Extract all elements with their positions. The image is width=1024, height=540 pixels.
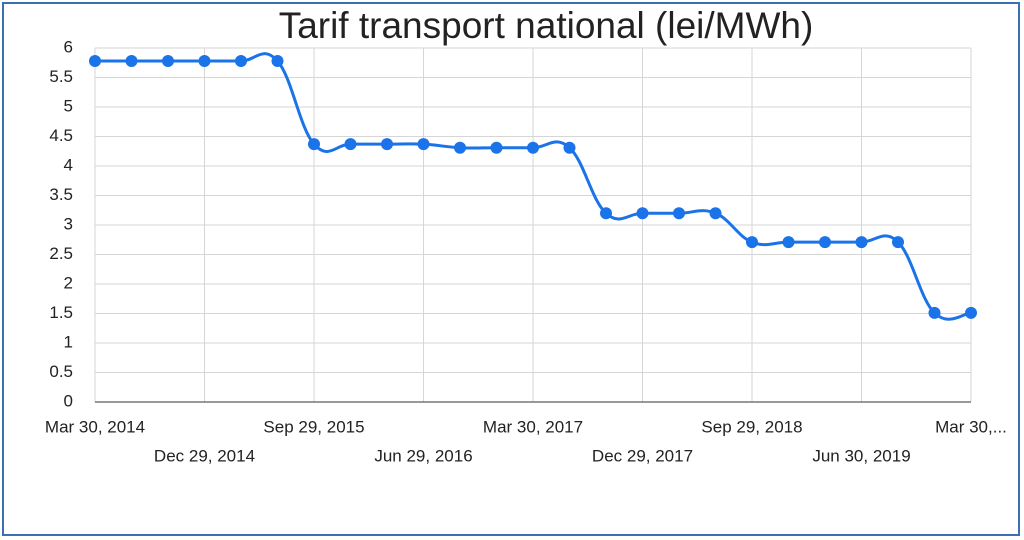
point xyxy=(928,306,941,319)
y-tick-label: 5.5 xyxy=(49,67,73,86)
y-tick-label: 4.5 xyxy=(49,126,73,145)
point xyxy=(600,207,612,220)
point xyxy=(746,236,758,249)
point xyxy=(892,236,904,249)
x-tick-label: Mar 30, 2017 xyxy=(483,417,583,436)
point xyxy=(235,54,247,67)
x-tick-label: Mar 30,... xyxy=(935,417,1007,436)
point xyxy=(162,54,174,67)
x-tick-label: Dec 29, 2014 xyxy=(154,446,255,465)
point xyxy=(381,138,393,151)
x-tick-label: Mar 30, 2014 xyxy=(45,417,145,436)
x-tick-label: Sep 29, 2018 xyxy=(701,417,802,436)
point xyxy=(344,138,357,151)
point xyxy=(782,236,795,249)
point xyxy=(125,54,138,67)
point xyxy=(308,138,320,151)
point xyxy=(563,141,576,154)
x-tick-label: Jun 30, 2019 xyxy=(812,446,910,465)
y-tick-label: 3 xyxy=(64,214,73,233)
point xyxy=(527,141,539,154)
y-tick-label: 3.5 xyxy=(49,185,73,204)
y-tick-label: 0 xyxy=(64,391,73,410)
point xyxy=(417,138,430,151)
x-tick-label: Sep 29, 2015 xyxy=(263,417,364,436)
point xyxy=(819,236,831,249)
point xyxy=(271,54,284,67)
chart-title: Tarif transport national (lei/MWh) xyxy=(279,5,814,46)
point xyxy=(965,306,977,319)
x-tick-label: Dec 29, 2017 xyxy=(592,446,693,465)
y-tick-label: 2.5 xyxy=(49,244,73,263)
point xyxy=(855,236,868,249)
y-tick-label: 1.5 xyxy=(49,303,73,322)
y-tick-label: 0.5 xyxy=(49,362,73,381)
x-tick-label: Jun 29, 2016 xyxy=(374,446,472,465)
y-tick-label: 5 xyxy=(64,96,73,115)
point xyxy=(709,207,722,220)
point xyxy=(673,207,685,220)
y-tick-label: 1 xyxy=(64,332,73,351)
point xyxy=(198,54,211,67)
point xyxy=(89,54,101,67)
y-tick-label: 2 xyxy=(64,273,73,292)
point xyxy=(454,141,466,154)
y-tick-label: 4 xyxy=(64,155,73,174)
point xyxy=(636,207,649,220)
point xyxy=(490,141,503,154)
y-tick-label: 6 xyxy=(64,37,73,56)
